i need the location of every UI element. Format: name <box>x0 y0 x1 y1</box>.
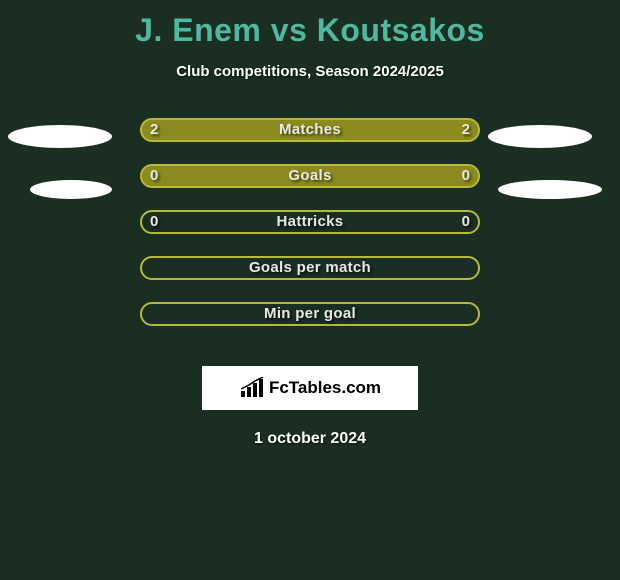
stat-label: Goals per match <box>140 256 480 280</box>
decorative-ellipse <box>8 125 112 148</box>
stat-row: 0 0 Hattricks <box>0 210 620 256</box>
page-title: J. Enem vs Koutsakos <box>0 0 620 49</box>
decorative-ellipse <box>488 125 592 148</box>
bars-icon <box>239 377 265 399</box>
stat-row: Min per goal <box>0 302 620 348</box>
subtitle: Club competitions, Season 2024/2025 <box>0 63 620 80</box>
stat-label: Hattricks <box>140 210 480 234</box>
logo-text: FcTables.com <box>269 378 381 398</box>
decorative-ellipse <box>30 180 112 199</box>
date: 1 october 2024 <box>0 430 620 448</box>
logo: FcTables.com <box>202 366 418 410</box>
stat-label: Matches <box>140 118 480 142</box>
stat-row: Goals per match <box>0 256 620 302</box>
stats-rows: 2 2 Matches 0 0 Goals 0 0 Hattricks Goal… <box>0 118 620 348</box>
stat-label: Goals <box>140 164 480 188</box>
decorative-ellipse <box>498 180 602 199</box>
stat-label: Min per goal <box>140 302 480 326</box>
